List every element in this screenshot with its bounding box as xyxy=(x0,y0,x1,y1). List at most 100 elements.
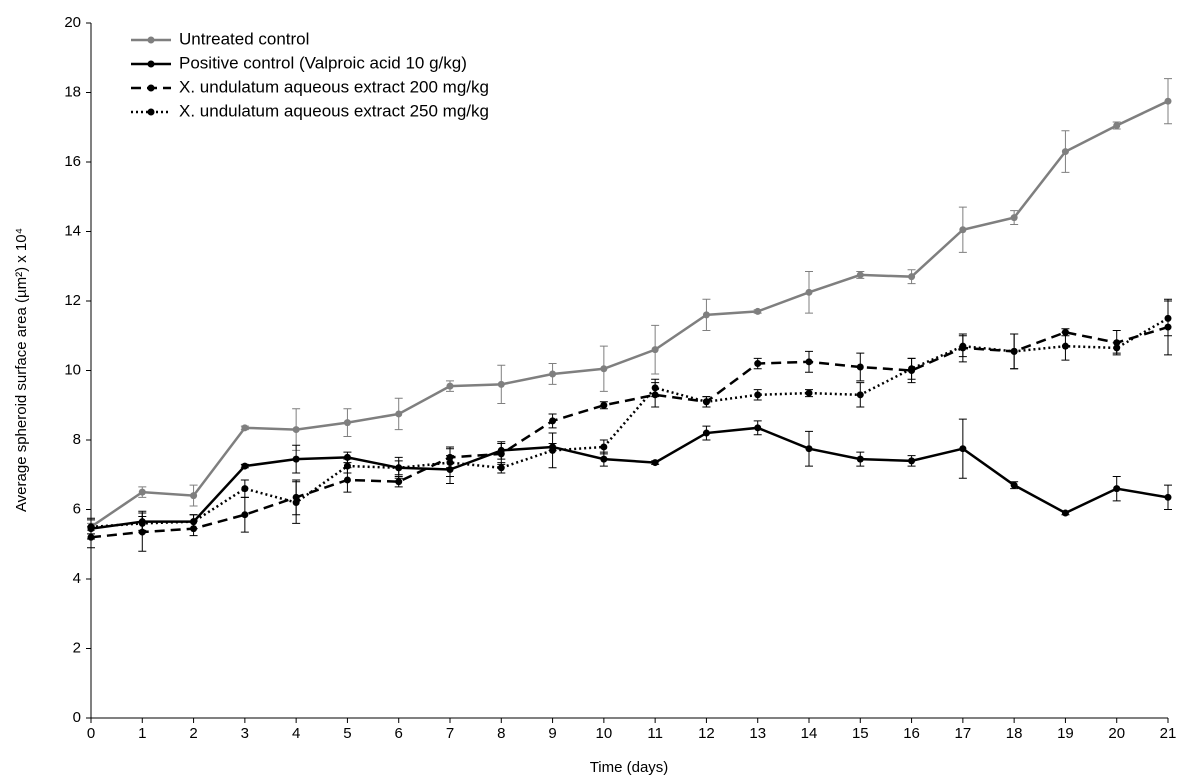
marker xyxy=(497,450,505,458)
legend-label: X. undulatum aqueous extract 250 mg/kg xyxy=(179,101,489,120)
series-line xyxy=(90,325,1169,539)
marker xyxy=(138,488,146,496)
x-tick-label: 11 xyxy=(647,725,663,742)
marker xyxy=(702,429,710,437)
marker xyxy=(395,478,403,486)
marker xyxy=(87,533,95,541)
marker xyxy=(805,358,813,366)
marker xyxy=(805,288,813,296)
y-tick-label: 6 xyxy=(73,500,81,517)
marker xyxy=(856,363,864,371)
marker xyxy=(190,492,198,500)
series-line xyxy=(90,317,1169,529)
x-tick-label: 20 xyxy=(1108,725,1125,742)
marker xyxy=(549,417,557,425)
y-tick-label: 8 xyxy=(73,431,81,448)
marker xyxy=(600,365,608,373)
y-tick-label: 0 xyxy=(73,709,81,726)
marker xyxy=(1061,509,1069,517)
marker xyxy=(395,464,403,472)
marker xyxy=(1164,97,1172,105)
x-tick-label: 19 xyxy=(1057,725,1074,742)
marker xyxy=(1010,214,1018,222)
marker xyxy=(754,391,762,399)
marker xyxy=(292,455,300,463)
marker xyxy=(754,424,762,432)
marker xyxy=(908,457,916,465)
marker xyxy=(1113,344,1121,352)
marker xyxy=(651,384,659,392)
y-tick-label: 18 xyxy=(64,83,81,100)
y-tick-label: 4 xyxy=(73,570,81,587)
marker xyxy=(87,523,95,531)
marker xyxy=(138,519,146,527)
marker xyxy=(805,445,813,453)
marker xyxy=(856,391,864,399)
x-tick-label: 7 xyxy=(446,725,454,742)
x-tick-label: 9 xyxy=(548,725,556,742)
marker xyxy=(497,464,505,472)
marker xyxy=(908,273,916,281)
marker xyxy=(1113,122,1121,130)
marker xyxy=(1061,148,1069,156)
x-tick-label: 15 xyxy=(852,725,869,742)
marker xyxy=(702,398,710,406)
series-line xyxy=(90,426,1169,530)
legend-marker xyxy=(147,108,155,116)
marker xyxy=(856,271,864,279)
legend-marker xyxy=(147,60,155,68)
marker xyxy=(600,401,608,409)
y-tick-label: 16 xyxy=(64,153,81,170)
marker xyxy=(241,511,249,519)
marker xyxy=(549,370,557,378)
marker xyxy=(1061,342,1069,350)
marker xyxy=(395,410,403,418)
x-tick-label: 5 xyxy=(343,725,351,742)
marker xyxy=(959,342,967,350)
legend-label: Untreated control xyxy=(179,29,309,48)
marker xyxy=(600,455,608,463)
y-tick-label: 10 xyxy=(64,361,81,378)
marker xyxy=(959,445,967,453)
legend-label: X. undulatum aqueous extract 200 mg/kg xyxy=(179,77,489,96)
x-tick-label: 6 xyxy=(395,725,403,742)
x-tick-label: 2 xyxy=(189,725,197,742)
x-tick-label: 18 xyxy=(1006,725,1023,742)
marker xyxy=(549,446,557,454)
marker xyxy=(805,389,813,397)
marker xyxy=(343,476,351,484)
marker xyxy=(908,365,916,373)
x-tick-label: 14 xyxy=(801,725,818,742)
legend-marker xyxy=(147,36,155,44)
marker xyxy=(241,462,249,470)
series-line xyxy=(90,100,1169,528)
marker xyxy=(754,360,762,368)
marker xyxy=(1164,493,1172,501)
marker xyxy=(1164,314,1172,322)
marker xyxy=(600,443,608,451)
marker xyxy=(292,426,300,434)
x-tick-label: 1 xyxy=(138,725,146,742)
x-tick-label: 17 xyxy=(955,725,972,742)
marker xyxy=(702,311,710,319)
legend-label: Positive control (Valproic acid 10 g/kg) xyxy=(179,53,467,72)
marker xyxy=(343,419,351,427)
x-tick-label: 21 xyxy=(1160,725,1177,742)
x-axis-label: Time (days) xyxy=(590,759,669,776)
marker xyxy=(856,455,864,463)
x-tick-label: 8 xyxy=(497,725,505,742)
marker xyxy=(754,307,762,315)
x-tick-label: 3 xyxy=(241,725,249,742)
marker xyxy=(446,459,454,467)
y-tick-label: 20 xyxy=(64,14,81,31)
x-tick-label: 16 xyxy=(903,725,920,742)
marker xyxy=(292,499,300,507)
y-axis-label: Average spheroid surface area (µm²) x 10… xyxy=(13,228,30,512)
x-tick-label: 4 xyxy=(292,725,300,742)
x-tick-label: 10 xyxy=(596,725,613,742)
marker xyxy=(1010,347,1018,355)
marker xyxy=(651,459,659,467)
marker xyxy=(651,346,659,354)
x-tick-label: 13 xyxy=(749,725,766,742)
